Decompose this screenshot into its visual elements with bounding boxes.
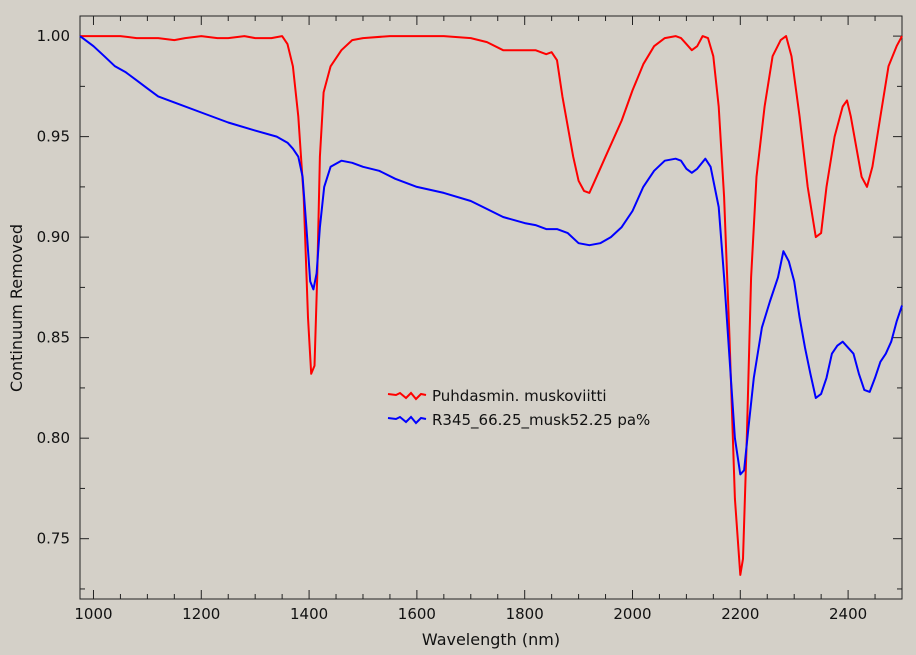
- plot-area: [79, 15, 903, 600]
- y-axis-title: Continuum Removed: [7, 224, 26, 392]
- legend-swatch-2: [387, 415, 427, 425]
- legend-label-1: Puhdasmin. muskoviitti: [432, 387, 607, 405]
- series-layer: [79, 35, 903, 576]
- legend: Puhdasmin. muskoviitti R345_66.25_musk52.…: [387, 387, 650, 430]
- x-tick-label: 1000: [74, 605, 112, 623]
- x-tick-label: 1200: [182, 605, 220, 623]
- x-tick-label: 1800: [506, 605, 544, 623]
- y-tick-label: 0.95: [37, 128, 70, 146]
- x-tick-label: 1400: [290, 605, 328, 623]
- x-tick-label: 2400: [829, 605, 867, 623]
- y-tick-label: 0.75: [37, 530, 70, 548]
- legend-swatch-1: [387, 391, 427, 401]
- y-tick-label: 1.00: [37, 27, 70, 45]
- y-tick-label: 0.85: [37, 329, 70, 347]
- y-tick-label: 0.90: [37, 228, 70, 246]
- y-tick-label: 0.80: [37, 429, 70, 447]
- x-tick-label: 2200: [721, 605, 759, 623]
- x-tick-label: 1600: [398, 605, 436, 623]
- legend-label-2: R345_66.25_musk52.25 pa%: [432, 411, 650, 430]
- x-axis-title: Wavelength (nm): [422, 630, 560, 649]
- axis-ticks: 1000 1200 1400 1600 1800 2000 2200 2400 0.75 0.80…: [37, 16, 903, 623]
- series-line-2: [79, 35, 903, 476]
- x-tick-label: 2000: [613, 605, 651, 623]
- series-line-1: [80, 35, 903, 576]
